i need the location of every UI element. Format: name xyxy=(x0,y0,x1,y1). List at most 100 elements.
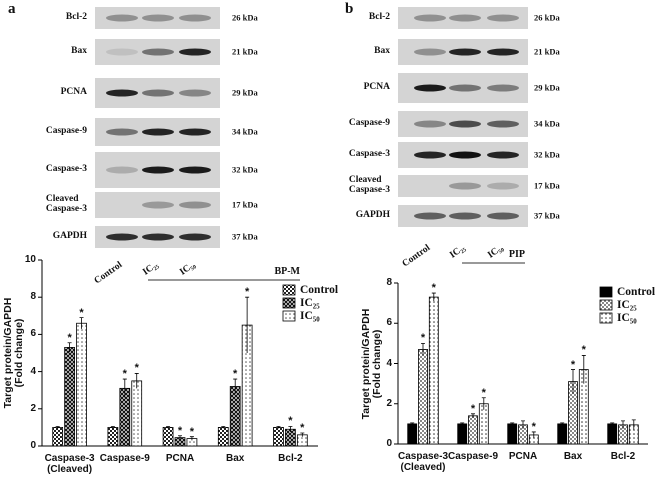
x-tick-label: Caspase-9 xyxy=(99,453,150,464)
blot-band xyxy=(414,120,446,128)
blot-band xyxy=(142,166,174,174)
y-tick-label: 0 xyxy=(30,439,36,451)
blot-band xyxy=(449,84,481,92)
significance: * xyxy=(244,286,250,299)
bar xyxy=(468,415,478,445)
blot-band xyxy=(449,182,481,190)
panel-letter: b xyxy=(345,1,354,18)
blot-band xyxy=(414,48,446,56)
legend-label: IC₂₅ xyxy=(300,296,320,309)
blot-band xyxy=(449,48,481,56)
significance: * xyxy=(67,331,72,344)
y-tick-label: 2 xyxy=(30,402,36,414)
significance: * xyxy=(581,344,586,357)
y-tick-label: 4 xyxy=(386,357,392,369)
panel-letter: a xyxy=(8,1,16,18)
y-tick-label: 4 xyxy=(30,365,36,377)
bar xyxy=(273,426,284,447)
error-bar xyxy=(610,422,615,425)
x-tick-label: Bax xyxy=(226,453,245,464)
significance: * xyxy=(122,368,127,381)
error-bar xyxy=(276,426,281,429)
blot-band xyxy=(487,14,519,22)
legend-label: IC₅₀ xyxy=(617,311,637,324)
bar xyxy=(217,426,229,447)
error-bar xyxy=(166,426,171,429)
x-tick-label: Bax xyxy=(563,451,583,462)
protein-label: PCNA xyxy=(363,82,390,93)
error-bar xyxy=(431,292,436,302)
blot-band xyxy=(487,48,519,56)
error-bar xyxy=(189,436,194,441)
blot-band xyxy=(106,166,138,174)
protein-label: Caspase-3 xyxy=(45,164,87,175)
blot-band xyxy=(142,89,174,97)
kda-label: 37 kDa xyxy=(534,210,560,221)
error-bar xyxy=(122,378,127,398)
kda-label: 21 kDa xyxy=(534,46,560,57)
blot-band xyxy=(487,120,519,128)
error-bar xyxy=(481,397,486,410)
significance: * xyxy=(134,362,139,375)
protein-label: Caspase-9 xyxy=(45,126,87,137)
y-tick-label: 8 xyxy=(386,276,392,288)
blot-band xyxy=(106,89,138,97)
error-bar xyxy=(134,373,139,389)
error-bar xyxy=(421,342,425,356)
significance: * xyxy=(431,282,436,295)
blot-band xyxy=(414,14,446,22)
blot-band xyxy=(142,201,174,209)
bar xyxy=(428,296,439,445)
protein-label: Bax xyxy=(71,46,87,57)
kda-label: 34 kDa xyxy=(534,118,560,129)
kda-label: 17 kDa xyxy=(534,180,560,191)
error-bar xyxy=(233,378,238,394)
legend-swatch xyxy=(282,310,296,322)
kda-label: 29 kDa xyxy=(232,87,258,98)
significance: * xyxy=(79,306,84,319)
error-bar xyxy=(221,426,226,429)
y-axis-label: Target protein/GAPDH (Fold change) xyxy=(1,297,25,409)
significance: * xyxy=(420,332,426,345)
error-bar xyxy=(560,422,565,425)
protein-label: Caspase-3 xyxy=(348,149,390,160)
significance: * xyxy=(470,403,476,416)
kda-label: 21 kDa xyxy=(232,46,258,57)
kda-label: 34 kDa xyxy=(232,126,258,137)
blot-strip xyxy=(398,175,528,197)
blot-band xyxy=(179,128,211,136)
error-bar xyxy=(178,435,182,440)
significance: * xyxy=(189,425,195,438)
blot-band xyxy=(142,128,174,136)
y-tick-label: 0 xyxy=(386,437,392,449)
protein-label: Bcl-2 xyxy=(65,12,87,23)
blot-band xyxy=(142,233,174,241)
y-axis-label: Target protein/GAPDH (Fold change) xyxy=(359,308,383,419)
blot-band xyxy=(414,212,446,220)
error-bar xyxy=(288,426,293,433)
protein-label: Bcl-2 xyxy=(368,12,390,23)
error-bar xyxy=(531,431,536,438)
error-bar xyxy=(510,422,515,425)
kda-label: 37 kDa xyxy=(232,231,258,242)
protein-label: GAPDH xyxy=(355,210,390,221)
bar xyxy=(76,322,87,447)
bar xyxy=(162,426,174,447)
x-tick-label: Bcl-2 xyxy=(278,453,303,464)
error-bar xyxy=(300,432,305,437)
blot-strip xyxy=(95,7,220,29)
error-bar xyxy=(79,317,84,329)
protein-label: Cleaved Caspase-3 xyxy=(45,194,87,214)
blot-band xyxy=(142,14,174,22)
error-bar xyxy=(460,422,465,425)
blot-band xyxy=(179,166,211,174)
y-tick-label: 6 xyxy=(386,317,392,328)
blot-band xyxy=(414,151,446,159)
error-bar xyxy=(571,369,575,394)
blot-band xyxy=(179,14,211,22)
compound-label: BP-M xyxy=(274,265,300,277)
kda-label: 26 kDa xyxy=(232,12,258,23)
bar xyxy=(507,423,518,445)
bar xyxy=(229,386,241,447)
